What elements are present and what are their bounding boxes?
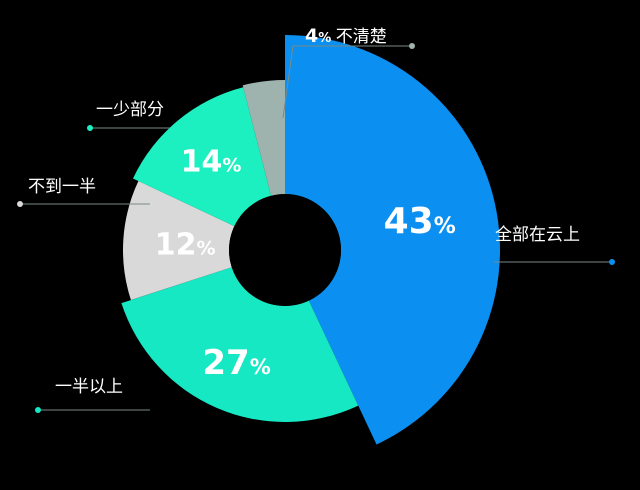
slice-3-leader-dot bbox=[17, 201, 23, 207]
slice-5-leader-dot bbox=[409, 43, 415, 49]
slice-1 bbox=[285, 35, 500, 445]
slice-4-leader-dot bbox=[87, 125, 93, 131]
slice-1-category-label: 全部在云上 bbox=[495, 225, 580, 245]
slice-2-leader-dot bbox=[35, 407, 41, 413]
slices-group bbox=[121, 35, 500, 445]
slice-1-leader-dot bbox=[609, 259, 615, 265]
slice-5 bbox=[242, 80, 285, 196]
slice-5-category-label: 4% 不清楚 bbox=[305, 25, 387, 47]
slice-2-category-label: 一半以上 bbox=[55, 377, 123, 397]
slice-4 bbox=[132, 87, 272, 227]
slice-5-leader-line bbox=[282, 45, 412, 119]
slice-2-percent-label: 27% bbox=[202, 343, 270, 383]
slice-3-category-label: 不到一半 bbox=[28, 177, 96, 197]
percent-labels-group: 43% 27% 12% 14% bbox=[155, 144, 456, 383]
slice-4-percent-label: 14% bbox=[181, 144, 242, 179]
slice-2 bbox=[121, 267, 359, 423]
slice-1-percent-label: 43% bbox=[384, 201, 456, 242]
slice-4-category-label: 一少部分 bbox=[96, 100, 164, 120]
slice-3 bbox=[122, 181, 235, 301]
slice-3-percent-label: 12% bbox=[155, 228, 216, 263]
donut-hole bbox=[229, 194, 341, 306]
